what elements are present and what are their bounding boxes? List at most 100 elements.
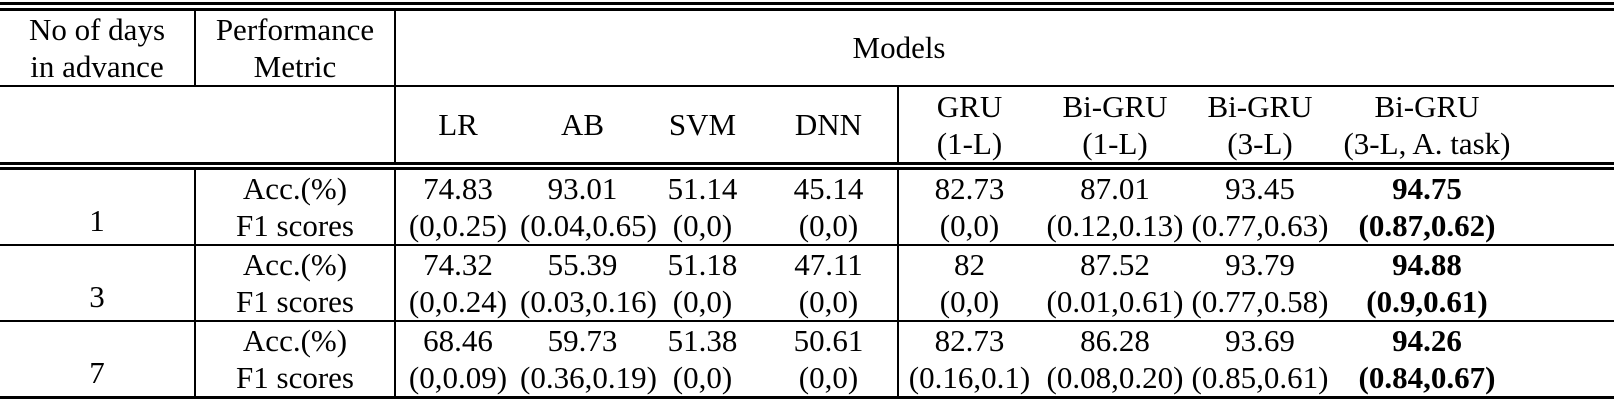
f1-scores-value: (0.03,0.16) [520,284,657,319]
f1-scores-value: (0.87,0.62) [1358,208,1496,243]
value-cell: 74.32 (0,0.24) [395,245,520,321]
metric-cell: Acc.(%) F1 scores [195,166,396,245]
days-cell: 3 [0,245,196,321]
value-cell: 68.46 (0,0.09) [395,321,520,398]
model-header-gru-1l: GRU (1-L) [898,86,1040,170]
days-value: 1 [89,203,105,238]
accuracy-value: 94.26 [1392,323,1462,358]
f1-scores-value: (0.08,0.20) [1046,360,1184,395]
days-cell: 1 [0,166,196,245]
accuracy-value: 93.01 [547,171,618,206]
accuracy-value: 74.83 [423,171,493,206]
table-body: 1 Acc.(%) F1 scores 74.83 (0,0.25) 93.01… [0,166,1614,398]
days-value: 3 [89,279,105,314]
f1-scores-value: (0,0) [939,208,1000,243]
model-header-svm: SVM [645,86,760,170]
accuracy-value: 93.45 [1225,171,1295,206]
f1-scores-value: (0,0) [672,208,733,243]
accuracy-value: 94.88 [1392,247,1462,282]
accuracy-value: 55.39 [547,247,618,282]
accuracy-value: 51.18 [667,247,738,282]
f1-scores-value: (0.12,0.13) [1046,208,1184,243]
metric-acc-label: Acc.(%) [242,171,348,206]
value-cell: 82.73 (0.16,0.1) [898,321,1040,398]
value-cell: 74.83 (0,0.25) [395,166,520,245]
model-header-dnn: DNN [760,86,899,170]
header-row-top: No of days in advance Performance Metric… [0,6,1614,87]
day-group-row: 1 Acc.(%) F1 scores 74.83 (0,0.25) 93.01… [0,166,1614,245]
model-label: AB [560,107,605,142]
f1-scores-value: (0,0) [798,208,859,243]
metric-cell: Acc.(%) F1 scores [195,245,396,321]
model-sublabel: (3-L) [1227,125,1293,161]
header-metric-line2: Metric [253,49,337,84]
model-label: Bi-GRU [1207,88,1313,124]
model-header-ab: AB [520,86,645,170]
value-cell: 93.69 (0.85,0.61) [1190,321,1330,398]
model-label: GRU [936,88,1003,124]
accuracy-value: 47.11 [794,247,863,282]
header-metric-line1: Performance [215,12,375,47]
f1-scores-value: (0.04,0.65) [520,208,657,243]
f1-scores-value: (0.01,0.61) [1046,284,1184,319]
header-days-col: No of days in advance [0,6,196,87]
metric-f1-label: F1 scores [236,284,354,319]
f1-scores-value: (0.77,0.58) [1191,284,1329,319]
f1-scores-value: (0,0.25) [408,208,508,243]
days-value: 7 [89,355,105,390]
accuracy-value: 74.32 [423,247,493,282]
value-cell: 45.14 (0,0) [760,166,899,245]
f1-scores-value: (0.36,0.19) [520,360,657,395]
accuracy-value: 82 [954,247,985,282]
metric-cell: Acc.(%) F1 scores [195,321,396,398]
day-group-row: 7 Acc.(%) F1 scores 68.46 (0,0.09) 59.73… [0,321,1614,398]
accuracy-value: 87.52 [1080,247,1150,282]
accuracy-value: 50.61 [793,323,864,358]
value-cell: 55.39 (0.03,0.16) [520,245,657,321]
f1-scores-value: (0.85,0.61) [1191,360,1329,395]
metric-f1-label: F1 scores [236,208,354,243]
model-label: SVM [668,107,737,142]
value-cell: 59.73 (0.36,0.19) [520,321,657,398]
model-header-bi-gru-1l: Bi-GRU (1-L) [1040,86,1190,170]
f1-scores-value: (0.77,0.63) [1191,208,1329,243]
value-cell: 94.26 (0.84,0.67) [1330,321,1614,398]
value-cell: 51.38 (0,0) [645,321,760,398]
model-header-bi-gru-3l: Bi-GRU (3-L) [1190,86,1330,170]
f1-scores-value: (0,0) [798,360,859,395]
metric-acc-label: Acc.(%) [242,323,348,358]
accuracy-value: 68.46 [423,323,493,358]
accuracy-value: 94.75 [1392,171,1462,206]
header-models: Models [395,6,1614,87]
days-cell: 7 [0,321,196,398]
accuracy-value: 87.01 [1080,171,1150,206]
metric-acc-label: Acc.(%) [242,247,348,282]
model-sublabel: (1-L) [1082,125,1148,161]
accuracy-value: 45.14 [793,171,864,206]
accuracy-value: 93.69 [1225,323,1295,358]
value-cell: 82 (0,0) [898,245,1040,321]
day-group-row: 3 Acc.(%) F1 scores 74.32 (0,0.24) 55.39… [0,245,1614,321]
model-label: DNN [794,107,863,142]
accuracy-value: 59.73 [547,323,618,358]
metric-f1-label: F1 scores [236,360,354,395]
value-cell: 51.18 (0,0) [645,245,760,321]
accuracy-value: 93.79 [1225,247,1295,282]
value-cell: 94.75 (0.87,0.62) [1330,166,1614,245]
model-label: Bi-GRU [1374,88,1480,124]
f1-scores-value: (0,0) [798,284,859,319]
accuracy-value: 51.38 [667,323,738,358]
accuracy-value: 82.73 [934,323,1005,358]
value-cell: 87.52 (0.01,0.61) [1040,245,1190,321]
header-days-line1: No of days [28,12,166,47]
value-cell: 93.01 (0.04,0.65) [520,166,657,245]
results-table: No of days in advance Performance Metric… [0,2,1614,399]
accuracy-value: 51.14 [667,171,738,206]
header-metric-col: Performance Metric [195,6,396,87]
model-header-lr: LR [395,86,520,170]
header-empty-cell [0,86,396,170]
f1-scores-value: (0,0.24) [408,284,508,319]
header-row-models: LR AB SVM DNN GRU (1-L) Bi-GRU (1-L) [0,86,1614,170]
f1-scores-value: (0,0.09) [408,360,508,395]
